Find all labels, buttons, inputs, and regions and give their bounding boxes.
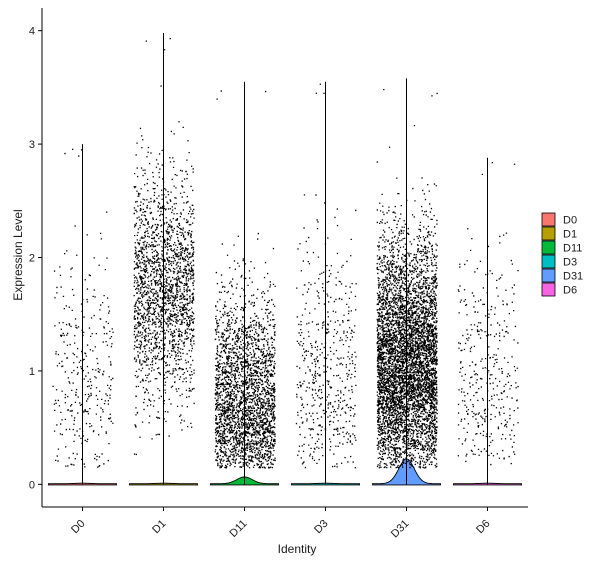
legend-key-D6	[541, 282, 556, 297]
legend-key-D3	[541, 254, 556, 269]
legend-label-D6: D6	[563, 285, 577, 297]
legend-label-D3: D3	[563, 257, 577, 269]
y-tick-label-2: 2	[29, 253, 35, 265]
violin-D0	[48, 144, 117, 486]
legend-label-D11: D11	[563, 243, 582, 255]
legend-label-D0: D0	[563, 215, 577, 227]
violin-D11	[210, 81, 279, 486]
x-tick-label-D1: D1	[150, 518, 168, 536]
points-D1	[133, 38, 195, 456]
points-D31	[376, 89, 438, 469]
points-D11	[214, 90, 276, 469]
violin-D1	[129, 32, 198, 486]
y-tick-label-3: 3	[29, 139, 35, 151]
points-D3	[295, 83, 357, 469]
legend-key-D1	[541, 226, 556, 241]
legend-key-D31	[541, 268, 556, 283]
y-ticks: 0 1 2 3 4	[29, 26, 42, 491]
legend: D0 D1 D11 D3 D31 D6	[541, 212, 583, 297]
violin-D6	[453, 157, 522, 486]
x-ticks: D0 D1 D11 D3 D31 D6	[69, 507, 493, 541]
y-tick-label-0: 0	[29, 479, 35, 491]
y-axis-title: Expression Level	[11, 209, 25, 300]
x-tick-label-D31: D31	[389, 518, 412, 541]
axes	[41, 8, 528, 508]
x-tick-label-D11: D11	[227, 518, 249, 540]
x-tick-label-D0: D0	[69, 518, 87, 536]
legend-label-D31: D31	[563, 271, 583, 283]
y-tick-label-4: 4	[29, 26, 35, 38]
x-tick-label-D3: D3	[312, 518, 330, 536]
x-tick-label-D6: D6	[474, 518, 492, 536]
plot-area	[48, 32, 522, 486]
points-D0	[52, 148, 114, 468]
legend-label-D1: D1	[563, 229, 577, 241]
violin-D3	[291, 81, 360, 486]
y-tick-label-1: 1	[29, 366, 35, 378]
legend-key-D0	[541, 212, 556, 227]
x-axis-title: Identity	[278, 542, 317, 556]
legend-key-D11	[541, 240, 556, 255]
violin-D31	[372, 78, 441, 486]
points-D6	[457, 162, 519, 466]
